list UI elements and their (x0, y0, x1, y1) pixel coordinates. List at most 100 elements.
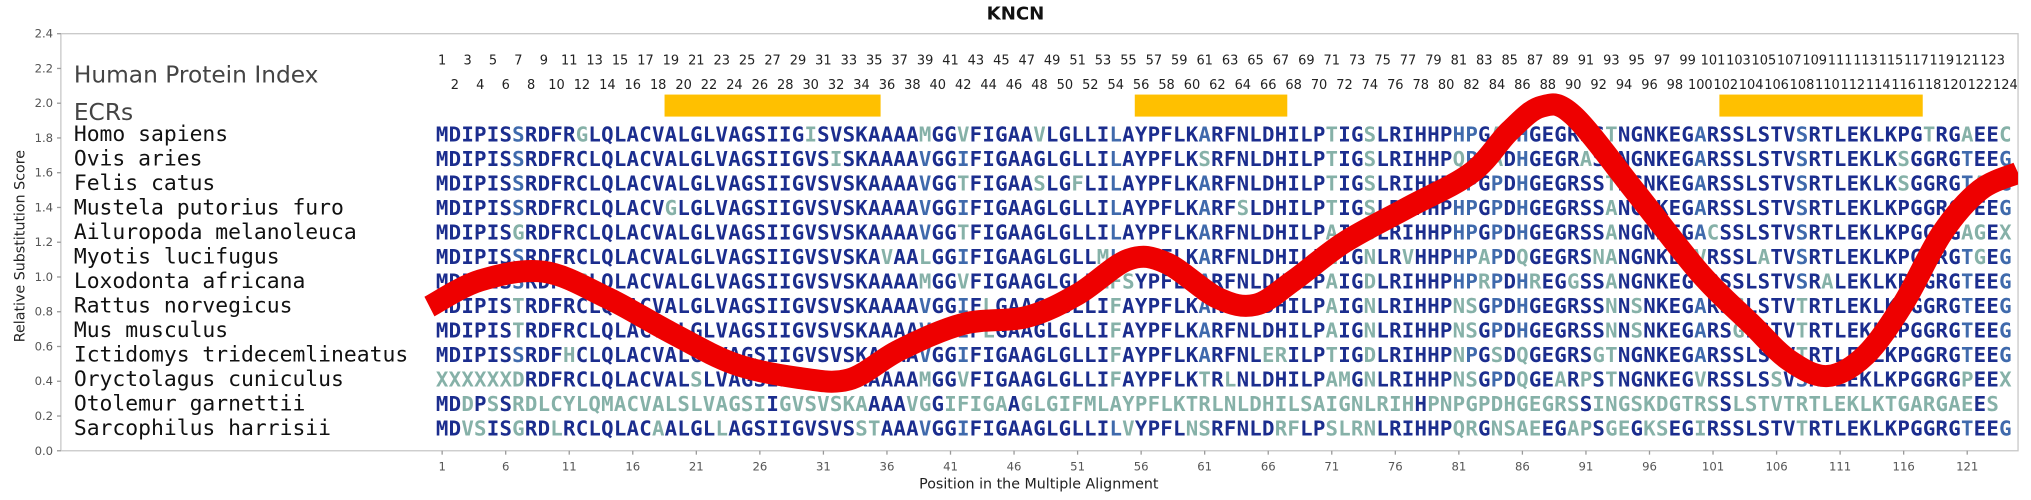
sequence: MDIPISSRDFRCLQLACVALGLVAGSIIGVSISKAAAAVG… (436, 147, 2012, 171)
position-number: 31 (815, 53, 831, 68)
species-name: Mus musculus (74, 318, 228, 343)
x-tick-label: 16 (625, 459, 640, 473)
position-number: 54 (1107, 78, 1123, 93)
position-number: 43 (968, 53, 984, 68)
ecr-bar (1719, 94, 1923, 117)
position-number: 120 (1942, 78, 1967, 93)
y-tick-label: 0.4 (35, 374, 54, 388)
sequence: MDIPISSRDFRCLQLACVALGLVAGSIIGVSVSKAVAALG… (436, 245, 2012, 269)
position-number: 55 (1120, 53, 1136, 68)
position-number: 74 (1362, 78, 1378, 93)
species-name: Loxodonta africana (74, 269, 305, 294)
position-number: 44 (980, 78, 996, 93)
x-tick-label: 111 (1829, 459, 1851, 473)
position-number: 91 (1578, 53, 1594, 68)
position-number: 11 (561, 53, 577, 68)
sequence: MDIPISSRDFRCLQLACVALGLVAGSIIGVSVSKAAAAVG… (436, 172, 2012, 196)
position-number: 68 (1285, 78, 1301, 93)
sequence: MDIPISSRDFRGLQLACVALGLVAGSIIGVSVSKAAAAMG… (436, 270, 2012, 294)
position-number: 49 (1044, 53, 1060, 68)
x-tick-label: 46 (1007, 459, 1022, 473)
position-number: 22 (701, 78, 717, 93)
position-number: 42 (955, 78, 971, 93)
x-tick-label: 76 (1388, 459, 1403, 473)
position-number: 102 (1713, 78, 1738, 93)
position-number: 104 (1739, 78, 1764, 93)
position-number: 114 (1866, 78, 1891, 93)
position-number: 86 (1514, 78, 1530, 93)
position-number: 6 (502, 78, 510, 93)
sequence: MDDPSSRDLCYLQMACVALSLVAGSIIGVSVSKAAAAVGG… (436, 392, 1999, 416)
position-number: 35 (866, 53, 882, 68)
position-number: 52 (1082, 78, 1098, 93)
x-tick-label: 6 (502, 459, 509, 473)
position-number: 27 (764, 53, 780, 68)
x-axis-label: Position in the Multiple Alignment (919, 476, 1159, 492)
position-number: 113 (1853, 53, 1878, 68)
position-number: 78 (1412, 78, 1428, 93)
position-number: 32 (828, 78, 844, 93)
species-name: Rattus norvegicus (74, 294, 293, 319)
position-number: 25 (739, 53, 755, 68)
position-number: 29 (790, 53, 806, 68)
position-number: 95 (1629, 53, 1645, 68)
position-number: 85 (1501, 53, 1517, 68)
position-number: 105 (1752, 53, 1777, 68)
position-number: 57 (1146, 53, 1162, 68)
x-tick-label: 61 (1197, 459, 1212, 473)
position-number: 60 (1184, 78, 1200, 93)
x-tick-label: 116 (1893, 459, 1915, 473)
position-number: 30 (802, 78, 818, 93)
position-number: 2 (451, 78, 459, 93)
position-number: 7 (514, 53, 522, 68)
position-number: 26 (752, 78, 768, 93)
x-tick-label: 91 (1579, 459, 1594, 473)
position-number: 33 (841, 53, 857, 68)
position-number: 71 (1324, 53, 1340, 68)
position-number: 69 (1298, 53, 1314, 68)
species-name: Ovis aries (74, 147, 203, 172)
position-number: 118 (1917, 78, 1942, 93)
position-number: 96 (1641, 78, 1657, 93)
position-number: 63 (1222, 53, 1238, 68)
position-number: 5 (489, 53, 497, 68)
x-tick-label: 36 (880, 459, 895, 473)
position-number: 4 (476, 78, 484, 93)
y-tick-label: 2.4 (35, 27, 54, 41)
x-tick-label: 1 (438, 459, 445, 473)
position-number: 56 (1133, 78, 1149, 93)
position-number: 58 (1158, 78, 1174, 93)
position-number: 20 (675, 78, 691, 93)
y-tick-label: 1.6 (35, 166, 54, 180)
position-number: 3 (463, 53, 471, 68)
x-tick-label: 41 (943, 459, 958, 473)
position-number: 97 (1654, 53, 1670, 68)
y-tick-label: 0.0 (35, 444, 54, 458)
position-number: 76 (1387, 78, 1403, 93)
position-number: 106 (1764, 78, 1789, 93)
x-tick-label: 96 (1642, 459, 1657, 473)
y-axis-label: Relative Substitution Score (13, 150, 29, 342)
position-number: 1 (438, 53, 446, 68)
x-tick-label: 86 (1515, 459, 1530, 473)
position-number: 75 (1374, 53, 1390, 68)
y-tick-label: 1.4 (35, 200, 54, 214)
position-number: 15 (612, 53, 628, 68)
species-name: Ailuropoda melanoleuca (74, 220, 357, 245)
position-number: 121 (1955, 53, 1980, 68)
y-tick-label: 1.2 (35, 235, 54, 249)
position-number: 79 (1425, 53, 1441, 68)
position-number: 116 (1891, 78, 1916, 93)
position-number: 123 (1980, 53, 2005, 68)
position-number: 112 (1840, 78, 1865, 93)
position-number: 101 (1701, 53, 1726, 68)
x-tick-label: 21 (689, 459, 704, 473)
position-number: 110 (1815, 78, 1840, 93)
position-number: 50 (1057, 78, 1073, 93)
position-number: 98 (1667, 78, 1683, 93)
sequence: MDIPISSRDFRCLQLACVGLGLVAGSIIGVSVSKAAAAVG… (436, 196, 2012, 220)
position-number: 83 (1476, 53, 1492, 68)
position-number: 16 (625, 78, 641, 93)
position-number: 90 (1565, 78, 1581, 93)
